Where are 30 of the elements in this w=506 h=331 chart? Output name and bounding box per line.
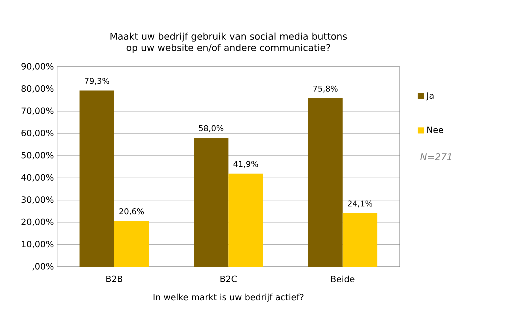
x-tick-label: B2B <box>106 276 123 282</box>
y-tick-label: 60,00% <box>22 130 54 138</box>
y-tick-label: ,00% <box>32 263 54 271</box>
x-tick-label: Beide <box>331 276 355 283</box>
data-label: 24,1% <box>348 200 372 208</box>
y-tick-label: 90,00% <box>22 63 54 71</box>
y-tick-label: 10,00% <box>22 241 54 248</box>
data-label: 41,9% <box>234 161 258 168</box>
legend-label: Nee <box>428 126 444 134</box>
y-tick-label: 40,00% <box>22 174 54 182</box>
data-label: 20,6% <box>120 208 144 216</box>
y-tick-label: 30,00% <box>22 196 54 204</box>
text: N=271 <box>420 154 452 160</box>
bar <box>342 213 378 267</box>
bar <box>80 90 114 267</box>
bar <box>308 98 343 267</box>
bar <box>114 221 150 267</box>
y-tick-label: 80,00% <box>22 86 54 93</box>
bar <box>194 138 229 267</box>
data-label: 58,0% <box>199 125 224 132</box>
y-tick-label: 70,00% <box>22 108 54 116</box>
y-tick-label: 50,00% <box>22 152 54 160</box>
x-tick-label: B2C <box>220 276 237 282</box>
data-label: 79,3% <box>85 78 110 85</box>
x-axis-title: In welke markt is uw bedrijf actief? <box>154 294 304 302</box>
y-tick-label: 20,00% <box>22 218 54 226</box>
bar <box>228 174 264 267</box>
chart-title: Maakt uw bedrijf gebruik van social media buttons op uw website en/of andere communicatie? <box>110 32 348 54</box>
data-label: 75,8% <box>314 86 338 93</box>
legend-label: Ja <box>426 92 434 101</box>
